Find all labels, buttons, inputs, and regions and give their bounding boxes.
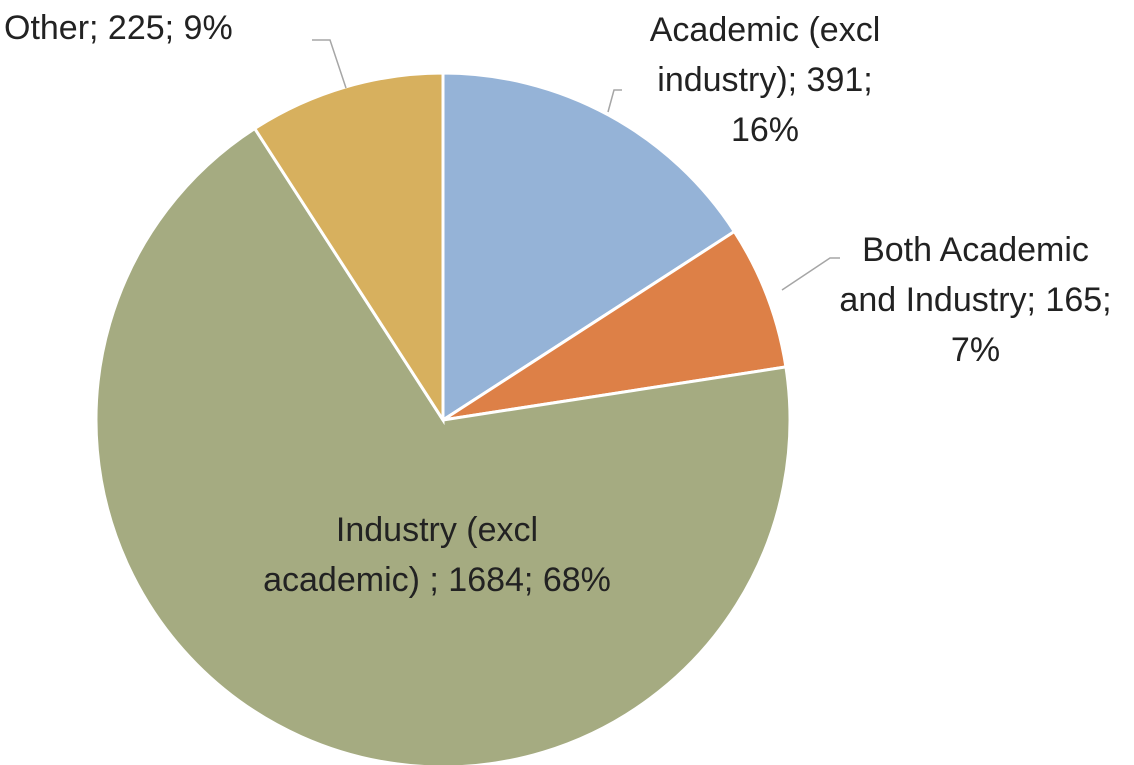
slice [252, 71, 445, 426]
data-label: Both Academic and Industry; 165; 7% [839, 231, 1112, 369]
slices [94, 71, 792, 765]
slice [94, 126, 792, 765]
data-label: Other; 225; 9% [4, 9, 233, 47]
data-label: Industry (excl academic) ; 1684; 68% [263, 511, 611, 599]
leader-line [607, 89, 622, 113]
slice [441, 71, 737, 423]
data-label: Academic (excl industry); 391; 16% [649, 11, 881, 149]
slice [442, 229, 788, 422]
leader-line [312, 39, 347, 89]
leader-line [781, 257, 840, 291]
leader-lines [312, 39, 840, 291]
